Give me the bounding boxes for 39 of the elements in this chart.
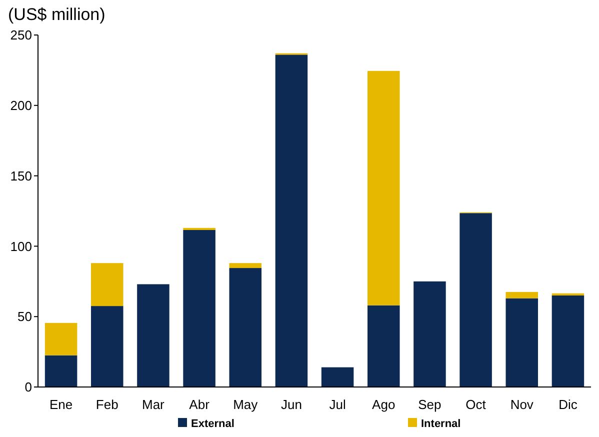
- x-tick-label: Dic: [558, 397, 578, 412]
- x-tick-label: Jul: [329, 397, 346, 412]
- x-tick-label: Ene: [49, 397, 73, 412]
- x-tick-label: Jun: [280, 397, 302, 412]
- legend-label: Internal: [421, 418, 461, 430]
- y-tick-label: 200: [10, 98, 32, 113]
- bar: [506, 292, 538, 298]
- x-tick-label: Ago: [372, 397, 396, 412]
- y-tick-label: 150: [10, 168, 32, 184]
- bar: [460, 213, 492, 387]
- y-tick-label: 250: [10, 28, 32, 43]
- x-tick-label: May: [233, 397, 258, 412]
- y-tick-label: 0: [24, 380, 32, 395]
- bar: [321, 367, 354, 387]
- bar: [44, 322, 78, 356]
- y-tick-label: 100: [10, 238, 32, 254]
- bar: [506, 298, 538, 387]
- x-tick-label: Mar: [142, 397, 166, 412]
- x-tick-label: Feb: [96, 397, 118, 412]
- bar: [552, 295, 584, 387]
- bar: [137, 284, 170, 387]
- x-tick-label: Oct: [466, 397, 486, 412]
- bar: [183, 228, 216, 230]
- bar: [367, 70, 400, 306]
- bar: [367, 305, 400, 387]
- bar: [90, 263, 124, 306]
- bar: [229, 263, 262, 268]
- bar: [229, 268, 262, 387]
- bar: [275, 54, 308, 387]
- x-tick-label: Nov: [510, 397, 534, 412]
- legend-label: External: [191, 418, 234, 430]
- y-tick-label: 50: [18, 309, 32, 324]
- bar: [90, 306, 124, 387]
- bar: [44, 355, 78, 387]
- x-tick-label: Sep: [418, 397, 442, 412]
- bar: [183, 230, 216, 387]
- x-tick-label: Abr: [189, 397, 210, 412]
- bar: [414, 281, 446, 387]
- chart-title: (US$ million): [8, 5, 106, 24]
